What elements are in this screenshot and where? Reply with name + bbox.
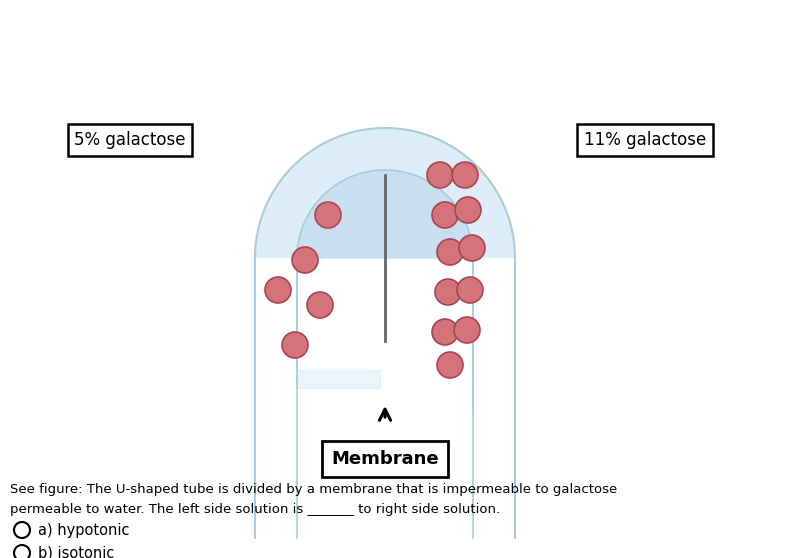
Circle shape (432, 319, 458, 345)
Circle shape (437, 239, 463, 265)
Text: permeable to water. The left side solution is _______ to right side solution.: permeable to water. The left side soluti… (10, 503, 500, 517)
Text: b) isotonic: b) isotonic (38, 546, 114, 558)
Circle shape (437, 352, 463, 378)
Polygon shape (255, 128, 515, 538)
Circle shape (307, 292, 333, 318)
Text: See figure: The U-shaped tube is divided by a membrane that is impermeable to ga: See figure: The U-shaped tube is divided… (10, 483, 618, 497)
Circle shape (265, 277, 291, 303)
Circle shape (459, 235, 485, 261)
Text: Membrane: Membrane (331, 450, 439, 468)
Polygon shape (297, 170, 473, 413)
Circle shape (282, 332, 308, 358)
Text: 5% galactose: 5% galactose (74, 131, 186, 149)
Circle shape (292, 247, 318, 273)
Circle shape (455, 197, 481, 223)
Text: 11% galactose: 11% galactose (584, 131, 706, 149)
Circle shape (315, 202, 341, 228)
Polygon shape (297, 370, 380, 388)
Circle shape (454, 317, 480, 343)
Text: a) hypotonic: a) hypotonic (38, 522, 130, 537)
Circle shape (432, 202, 458, 228)
Polygon shape (297, 170, 473, 538)
Circle shape (457, 277, 483, 303)
Circle shape (435, 279, 461, 305)
Circle shape (452, 162, 478, 188)
Circle shape (427, 162, 453, 188)
